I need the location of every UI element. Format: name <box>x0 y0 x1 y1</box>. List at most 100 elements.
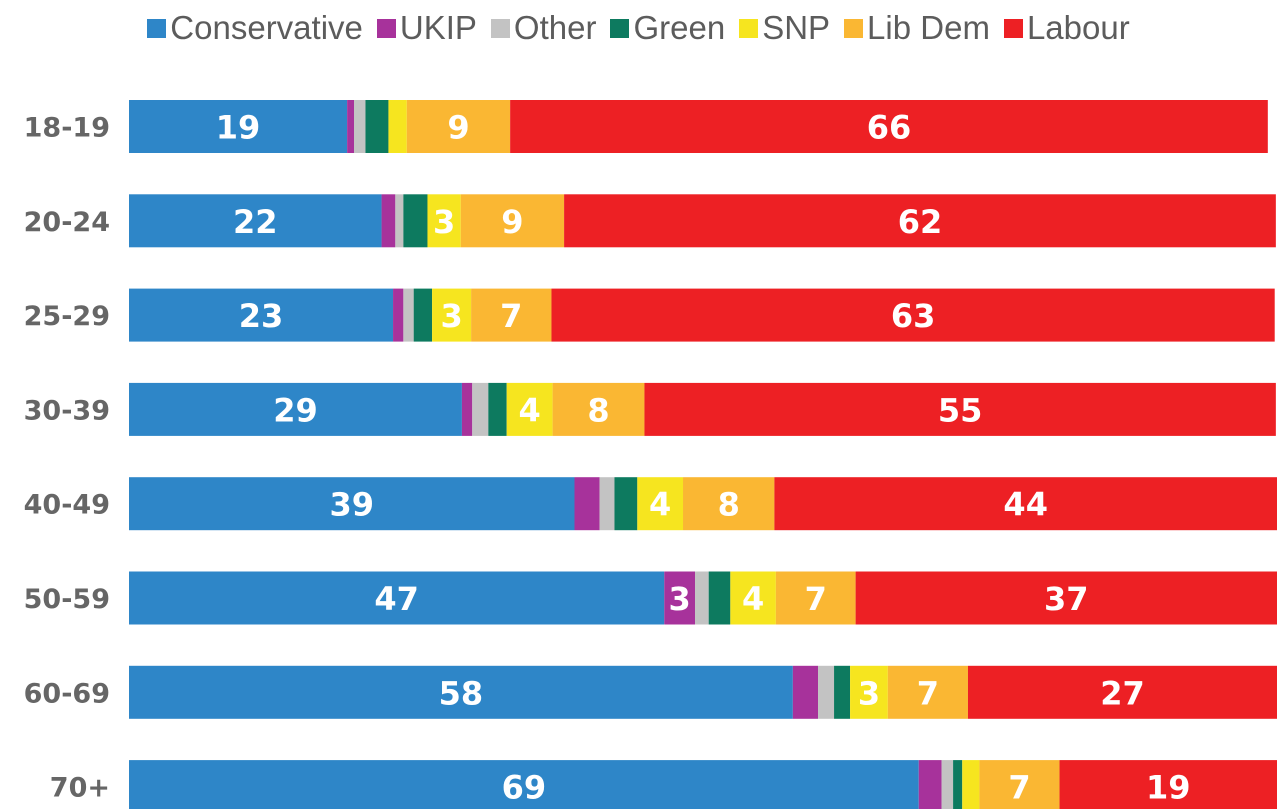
data-label-lib-dem: 9 <box>501 203 523 241</box>
bar-segment-conservative <box>129 477 575 531</box>
legend-item-green: Green <box>610 9 725 47</box>
bar-segment-labour <box>564 194 1276 248</box>
bar-segment-ukip <box>918 760 942 809</box>
category-label: 40-49 <box>24 490 110 521</box>
bar-segment-snp <box>427 194 461 248</box>
data-label-conservative: 39 <box>329 486 374 524</box>
bar-segment-other <box>472 382 489 436</box>
data-label-labour: 27 <box>1100 674 1145 712</box>
bar-segment-green <box>365 100 389 153</box>
category-label: 25-29 <box>24 301 110 332</box>
bar-segment-green <box>614 477 638 531</box>
legend-label: Labour <box>1026 9 1130 46</box>
bar-segment-green <box>403 194 428 248</box>
data-label-labour: 19 <box>1146 769 1191 807</box>
legend-item-ukip: UKIP <box>376 9 477 47</box>
bar-segment-labour <box>1059 760 1277 809</box>
category-label: 18-19 <box>24 113 110 144</box>
category-label: 20-24 <box>24 207 110 238</box>
bar-segment-snp <box>637 477 684 531</box>
data-label-snp: 4 <box>519 391 541 429</box>
bar-segment-ukip <box>664 571 696 625</box>
bar-segment-ukip <box>792 665 819 719</box>
bar-segment-labour <box>967 665 1277 719</box>
data-label-conservative: 29 <box>273 391 318 429</box>
data-label-conservative: 19 <box>216 109 261 147</box>
bar-segment-conservative <box>129 288 394 342</box>
legend-label: Green <box>633 9 726 46</box>
data-label-snp: 3 <box>440 297 462 335</box>
legend-label: UKIP <box>399 9 477 46</box>
bar-segment-green <box>413 288 433 342</box>
category-label: 50-59 <box>24 584 110 615</box>
legend-label: Lib Dem <box>867 9 990 46</box>
data-label-conservative: 69 <box>502 769 547 807</box>
category-label: 30-39 <box>24 395 110 426</box>
bar-segment-other <box>354 100 366 153</box>
bar-segment-snp <box>388 100 407 153</box>
data-label-labour: 44 <box>1003 486 1048 524</box>
bar-segment-conservative <box>129 382 462 436</box>
legend-item-labour: Labour <box>1003 9 1130 47</box>
chart-legend: Conservative UKIP Other Green SNP Lib Dem Labo… <box>0 6 1277 50</box>
legend-swatch <box>376 18 396 38</box>
bar-segment-conservative <box>129 665 793 719</box>
bar-segment-ukip <box>381 194 396 248</box>
bar-segment-other <box>395 194 404 248</box>
legend-swatch <box>610 18 630 38</box>
bar-segment-snp <box>432 288 472 342</box>
bar-segment-labour <box>855 571 1277 625</box>
data-label-lib-dem: 7 <box>917 674 939 712</box>
bar-segment-conservative <box>129 571 665 625</box>
data-label-conservative: 23 <box>239 297 284 335</box>
bar-segment-other <box>695 571 709 625</box>
legend-item-conservative: Conservative <box>147 9 363 47</box>
bar-segment-green <box>708 571 731 625</box>
data-label-labour: 63 <box>891 297 936 335</box>
data-label-lib-dem: 9 <box>447 109 469 147</box>
bar-segment-lib-dem <box>775 571 856 625</box>
bar-segment-lib-dem <box>887 665 968 719</box>
data-label-lib-dem: 8 <box>718 486 740 524</box>
legend-label: SNP <box>762 9 831 46</box>
bar-segment-conservative <box>129 760 919 809</box>
data-label-labour: 37 <box>1044 580 1089 618</box>
category-label: 70+ <box>50 773 110 804</box>
legend-label: Conservative <box>170 9 363 46</box>
bar-segment-lib-dem <box>460 194 565 248</box>
bar-segment-ukip <box>574 477 600 531</box>
bar-segment-snp <box>962 760 980 809</box>
legend-label: Other <box>513 9 597 46</box>
data-label-lib-dem: 7 <box>805 580 827 618</box>
bar-segment-lib-dem <box>979 760 1060 809</box>
bar-segment-ukip <box>461 382 473 436</box>
bar-segment-snp <box>850 665 888 719</box>
legend-item-other: Other <box>490 9 597 47</box>
bar-segment-other <box>818 665 835 719</box>
bar-segment-lib-dem <box>471 288 552 342</box>
data-label-snp: 3 <box>433 203 455 241</box>
bar-segment-lib-dem <box>552 382 645 436</box>
data-label-lib-dem: 7 <box>500 297 522 335</box>
bar-segment-lib-dem <box>683 477 775 531</box>
bar-segment-other <box>403 288 414 342</box>
legend-item-lib-dem: Lib Dem <box>844 9 990 47</box>
bar-segment-labour <box>510 100 1268 153</box>
bar-segment-conservative <box>129 194 382 248</box>
bar-segment-green <box>953 760 963 809</box>
category-label: 60-69 <box>24 678 110 709</box>
data-label-snp: 3 <box>858 674 880 712</box>
bar-segment-lib-dem <box>406 100 511 153</box>
bar-segment-other <box>941 760 954 809</box>
bar-segment-snp <box>506 382 553 436</box>
legend-swatch <box>490 18 510 38</box>
data-label-conservative: 22 <box>233 203 278 241</box>
bar-segment-conservative <box>129 100 348 153</box>
bar-segment-ukip <box>347 100 355 153</box>
data-label-conservative: 58 <box>439 674 484 712</box>
data-label-lib-dem: 8 <box>587 391 609 429</box>
bar-segment-green <box>834 665 851 719</box>
data-label-ukip: 3 <box>669 580 691 618</box>
data-label-snp: 4 <box>742 580 764 618</box>
data-label-labour: 55 <box>938 391 983 429</box>
